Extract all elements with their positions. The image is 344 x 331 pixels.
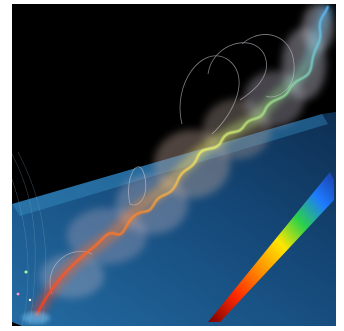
vortex-visualization bbox=[12, 4, 336, 326]
visualization-frame bbox=[12, 4, 336, 326]
bottom-left-glints bbox=[16, 270, 50, 324]
vortex-core bbox=[35, 5, 330, 317]
vortex-core-glow bbox=[30, 4, 334, 319]
colorbar bbox=[208, 172, 334, 322]
